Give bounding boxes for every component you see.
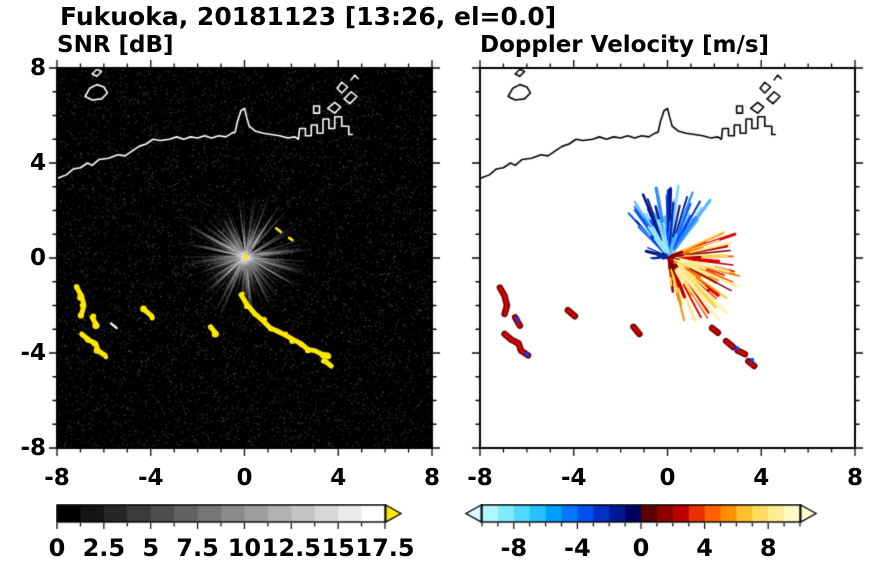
vel-colorbar-tick-label: 0 bbox=[632, 534, 650, 562]
vel-colorbar-tick-label: 4 bbox=[696, 534, 713, 562]
x-tick-label: 4 bbox=[753, 465, 770, 491]
x-tick-label: -8 bbox=[44, 465, 70, 491]
snr-colorbar-tick-label: 12.5 bbox=[261, 534, 321, 562]
x-tick-label: 0 bbox=[236, 465, 253, 491]
x-tick-label: -8 bbox=[467, 465, 493, 491]
doppler-plot-canvas bbox=[466, 54, 869, 462]
snr-plot-canvas bbox=[43, 54, 446, 462]
vel-colorbar-tick-label: -8 bbox=[500, 534, 528, 562]
x-tick-label: 4 bbox=[330, 465, 347, 491]
x-tick-label: 0 bbox=[659, 465, 676, 491]
snr-colorbar-tick-label: 0 bbox=[48, 534, 66, 562]
x-tick-label: -4 bbox=[560, 465, 587, 491]
snr-colorbar-tick-label: 10 bbox=[227, 534, 262, 562]
vel-colorbar-tick-label: -4 bbox=[564, 534, 591, 562]
snr-colorbar-tick-label: 17.5 bbox=[355, 534, 415, 562]
snr-colorbar-tick-label: 2.5 bbox=[82, 534, 126, 562]
figure-title: Fukuoka, 20181123 [13:26, el=0.0] bbox=[60, 2, 557, 31]
snr-colorbar-tick-label: 7.5 bbox=[176, 534, 219, 562]
vel-colorbar-tick-label: 8 bbox=[759, 534, 777, 562]
x-tick-label: 8 bbox=[423, 465, 441, 491]
snr-plot bbox=[43, 54, 446, 462]
vel-panel-title: Doppler Velocity [m/s] bbox=[480, 32, 770, 58]
snr-colorbar bbox=[56, 504, 406, 536]
doppler-velocity-plot bbox=[466, 54, 869, 462]
snr-panel-title: SNR [dB] bbox=[57, 32, 174, 58]
snr-colorbar-tick-label: 15 bbox=[321, 534, 355, 562]
x-tick-label: 8 bbox=[846, 465, 864, 491]
vel-colorbar bbox=[464, 504, 820, 536]
snr-colorbar-tick-label: 5 bbox=[142, 534, 160, 562]
x-tick-label: -4 bbox=[137, 465, 164, 491]
